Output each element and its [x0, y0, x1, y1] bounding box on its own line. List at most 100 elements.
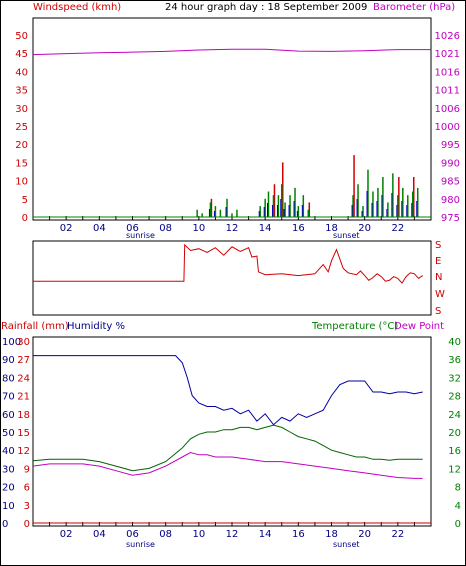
temperature-tick-12: 12 — [448, 464, 461, 475]
direction-plot-area — [32, 240, 432, 316]
direction-axis-labels: S E N W S — [435, 240, 445, 317]
sunrise-label-bottom: sunrise — [126, 540, 155, 549]
temperature-tick-40: 40 — [448, 337, 461, 348]
top-hour-label-18: 18 — [325, 223, 338, 234]
top-hour-label-22: 22 — [391, 223, 404, 234]
wind-direction-panel: S E N W S — [32, 240, 445, 317]
top-hour-label-16: 16 — [292, 223, 305, 234]
rainfall-tick-18: 18 — [17, 410, 30, 421]
dewpoint-axis-label: Dew Point — [394, 321, 444, 332]
bottom-hour-label-18: 18 — [325, 529, 338, 540]
rainfall-tick-9: 9 — [24, 464, 30, 475]
humidity-axis-label: Humidity % — [67, 321, 125, 332]
temperature-tick-24: 24 — [448, 410, 461, 421]
windspeed-tick-30: 30 — [15, 104, 28, 115]
top-hour-label-20: 20 — [358, 223, 371, 234]
rainfall-axis-label: Rainfall (mm) — [1, 321, 69, 332]
humidity-tick-80: 80 — [2, 373, 15, 384]
sunset-label-bottom: sunset — [333, 540, 360, 549]
rainfall-tick-0: 0 — [24, 519, 30, 530]
top-hour-label-08: 08 — [159, 223, 172, 234]
windspeed-tick-15: 15 — [15, 158, 28, 169]
temperature-tick-36: 36 — [448, 355, 461, 366]
humidity-tick-70: 70 — [2, 392, 15, 403]
bottom-hour-label-06: 06 — [126, 529, 139, 540]
bottom-hour-label-02: 02 — [60, 529, 73, 540]
top-hour-label-10: 10 — [192, 223, 205, 234]
top-hour-label-04: 04 — [93, 223, 106, 234]
barometer-tick-1000: 1000 — [435, 122, 460, 133]
sunset-label: sunset — [333, 231, 360, 240]
sunrise-label: sunrise — [126, 231, 155, 240]
windspeed-tick-25: 25 — [15, 122, 28, 133]
direction-label-e: E — [435, 256, 441, 267]
barometer-line — [32, 48, 431, 56]
bottom-hour-label-22: 22 — [391, 529, 404, 540]
windspeed-tick-20: 20 — [15, 140, 28, 151]
rainfall-tick-6: 6 — [24, 483, 30, 494]
windspeed-tick-40: 40 — [15, 67, 28, 78]
temperature-tick-16: 16 — [448, 446, 461, 457]
humidity-tick-10: 10 — [2, 501, 15, 512]
barometer-tick-1006: 1006 — [435, 104, 460, 115]
rainfall-tick-24: 24 — [17, 373, 30, 384]
humidity-tick-30: 30 — [2, 464, 15, 475]
bottom-hour-label-14: 14 — [259, 529, 272, 540]
windspeed-axis-label: Windspeed (kmh) — [33, 2, 121, 13]
chart-title: 24 hour graph day : 18 September 2009 — [165, 2, 367, 13]
rainfall-tick-27: 27 — [17, 355, 30, 366]
top-hour-label-06: 06 — [126, 223, 139, 234]
humidity-line — [33, 355, 423, 426]
windspeed-tick-5: 5 — [22, 195, 28, 206]
humidity-tick-0: 0 — [2, 519, 8, 530]
barometer-tick-1016: 1016 — [435, 67, 460, 78]
humidity-tick-60: 60 — [2, 410, 15, 421]
bottom-hour-label-08: 08 — [159, 529, 172, 540]
humidity-tick-50: 50 — [2, 428, 15, 439]
temp-humidity-panel: Rainfall (mm) Humidity % Temperature (°C… — [1, 321, 461, 549]
barometer-tick-985: 985 — [441, 177, 460, 188]
direction-label-w: W — [435, 289, 445, 300]
windspeed-tick-35: 35 — [15, 86, 28, 97]
temperature-tick-4: 4 — [455, 501, 461, 512]
rainfall-tick-15: 15 — [17, 428, 30, 439]
windspeed-tick-45: 45 — [15, 49, 28, 60]
temperature-tick-0: 0 — [455, 519, 461, 530]
wind-direction-line — [33, 243, 423, 284]
barometer-tick-980: 980 — [441, 195, 460, 206]
dewpoint-line — [32, 451, 423, 479]
wind-barometer-panel: Windspeed (kmh) 24 hour graph day : 18 S… — [15, 2, 460, 240]
temperature-tick-20: 20 — [448, 428, 461, 439]
barometer-tick-975: 975 — [441, 213, 460, 224]
humidity-tick-90: 90 — [2, 355, 15, 366]
barometer-axis-ticks: 1026 1021 1016 1011 1006 1000 995 990 985 980 975 — [435, 31, 460, 224]
rainfall-tick-30: 30 — [17, 337, 30, 348]
direction-label-s-bottom: S — [435, 306, 441, 317]
wind-speed-bars — [33, 155, 431, 218]
temperature-tick-8: 8 — [455, 483, 461, 494]
temperature-tick-32: 32 — [448, 373, 461, 384]
barometer-tick-995: 995 — [441, 140, 460, 151]
barometer-tick-1021: 1021 — [435, 49, 460, 60]
bottom-hour-label-12: 12 — [226, 529, 239, 540]
bottom-hour-label-10: 10 — [192, 529, 205, 540]
bottom-hour-label-20: 20 — [358, 529, 371, 540]
top-hour-label-02: 02 — [60, 223, 73, 234]
barometer-tick-990: 990 — [441, 158, 460, 169]
rainfall-tick-12: 12 — [17, 446, 30, 457]
temperature-axis-label: Temperature (°C) — [311, 321, 398, 332]
direction-label-n: N — [435, 272, 442, 283]
humidity-tick-20: 20 — [2, 483, 15, 494]
wind-plot-area — [32, 17, 432, 221]
bottom-hour-label-16: 16 — [292, 529, 305, 540]
humidity-tick-100: 100 — [2, 337, 21, 348]
windspeed-tick-50: 50 — [15, 31, 28, 42]
temperature-line — [32, 424, 423, 472]
top-hour-label-14: 14 — [259, 223, 272, 234]
humidity-tick-40: 40 — [2, 446, 15, 457]
